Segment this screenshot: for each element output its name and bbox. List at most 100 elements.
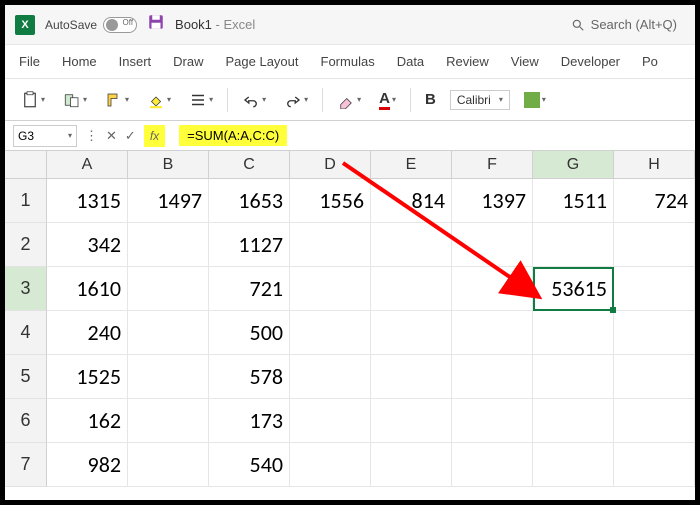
cell-D2[interactable] xyxy=(290,223,371,267)
cell-A6[interactable]: 162 xyxy=(47,399,128,443)
save-icon[interactable] xyxy=(147,13,165,36)
font-color-button[interactable]: A▾ xyxy=(375,88,400,112)
tab-page-layout[interactable]: Page Layout xyxy=(224,48,301,75)
cell-E5[interactable] xyxy=(371,355,452,399)
row-head-5[interactable]: 5 xyxy=(5,355,47,399)
name-box[interactable]: G3▾ xyxy=(13,125,77,147)
row-head-3[interactable]: 3 xyxy=(5,267,47,311)
redo-button[interactable]: ▾ xyxy=(280,89,312,111)
tab-insert[interactable]: Insert xyxy=(117,48,154,75)
cell-E2[interactable] xyxy=(371,223,452,267)
cell-E6[interactable] xyxy=(371,399,452,443)
cell-C6[interactable]: 173 xyxy=(209,399,290,443)
cell-G3[interactable]: 53615 xyxy=(533,267,614,311)
cell-F4[interactable] xyxy=(452,311,533,355)
cell-B1[interactable]: 1497 xyxy=(128,179,209,223)
cell-F3[interactable] xyxy=(452,267,533,311)
tab-data[interactable]: Data xyxy=(395,48,426,75)
cell-D3[interactable] xyxy=(290,267,371,311)
search-box[interactable]: Search (Alt+Q) xyxy=(563,13,685,36)
cell-F1[interactable]: 1397 xyxy=(452,179,533,223)
cell-A3[interactable]: 1610 xyxy=(47,267,128,311)
cell-C3[interactable]: 721 xyxy=(209,267,290,311)
cell-B5[interactable] xyxy=(128,355,209,399)
row-head-2[interactable]: 2 xyxy=(5,223,47,267)
cell-G4[interactable] xyxy=(533,311,614,355)
cell-B7[interactable] xyxy=(128,443,209,487)
cell-H3[interactable] xyxy=(614,267,695,311)
col-head-C[interactable]: C xyxy=(209,151,290,179)
cell-D6[interactable] xyxy=(290,399,371,443)
cell-H1[interactable]: 724 xyxy=(614,179,695,223)
cell-E3[interactable] xyxy=(371,267,452,311)
select-all-corner[interactable] xyxy=(5,151,47,179)
cell-E4[interactable] xyxy=(371,311,452,355)
cell-F7[interactable] xyxy=(452,443,533,487)
tab-file[interactable]: File xyxy=(17,48,42,75)
row-head-7[interactable]: 7 xyxy=(5,443,47,487)
clear-button[interactable]: ▾ xyxy=(333,89,365,111)
tab-draw[interactable]: Draw xyxy=(171,48,205,75)
cell-fill-button[interactable]: ▾ xyxy=(520,90,550,110)
cell-D7[interactable] xyxy=(290,443,371,487)
font-select[interactable]: Calibri▾ xyxy=(450,90,510,110)
cell-H7[interactable] xyxy=(614,443,695,487)
cell-G5[interactable] xyxy=(533,355,614,399)
cell-E7[interactable] xyxy=(371,443,452,487)
cell-D1[interactable]: 1556 xyxy=(290,179,371,223)
cancel-formula-icon[interactable]: ✕ xyxy=(106,128,117,144)
format-painter-button[interactable]: ▾ xyxy=(101,89,133,111)
tab-developer[interactable]: Developer xyxy=(559,48,622,75)
col-head-E[interactable]: E xyxy=(371,151,452,179)
cell-A5[interactable]: 1525 xyxy=(47,355,128,399)
formula-bar[interactable]: =SUM(A:A,C:C) xyxy=(173,125,695,146)
cell-H5[interactable] xyxy=(614,355,695,399)
col-head-H[interactable]: H xyxy=(614,151,695,179)
tab-po[interactable]: Po xyxy=(640,48,660,75)
paste-button[interactable]: ▾ xyxy=(59,89,91,111)
cell-B6[interactable] xyxy=(128,399,209,443)
col-head-B[interactable]: B xyxy=(128,151,209,179)
row-head-6[interactable]: 6 xyxy=(5,399,47,443)
cell-H2[interactable] xyxy=(614,223,695,267)
cell-E1[interactable]: 814 xyxy=(371,179,452,223)
tab-review[interactable]: Review xyxy=(444,48,491,75)
fx-icon[interactable]: fx xyxy=(144,125,165,147)
cell-B2[interactable] xyxy=(128,223,209,267)
bold-button[interactable]: B xyxy=(421,89,440,110)
cell-A7[interactable]: 982 xyxy=(47,443,128,487)
align-button[interactable]: ▾ xyxy=(185,89,217,111)
col-head-D[interactable]: D xyxy=(290,151,371,179)
row-head-4[interactable]: 4 xyxy=(5,311,47,355)
cell-G7[interactable] xyxy=(533,443,614,487)
clipboard-button[interactable]: ▾ xyxy=(17,89,49,111)
accept-formula-icon[interactable]: ✓ xyxy=(125,128,136,144)
cell-A1[interactable]: 1315 xyxy=(47,179,128,223)
cell-F6[interactable] xyxy=(452,399,533,443)
cell-F2[interactable] xyxy=(452,223,533,267)
tab-view[interactable]: View xyxy=(509,48,541,75)
cell-G2[interactable] xyxy=(533,223,614,267)
col-head-G[interactable]: G xyxy=(533,151,614,179)
cell-D5[interactable] xyxy=(290,355,371,399)
namebox-expand-icon[interactable]: ⋮ xyxy=(85,128,98,144)
undo-button[interactable]: ▾ xyxy=(238,89,270,111)
cell-H4[interactable] xyxy=(614,311,695,355)
tab-home[interactable]: Home xyxy=(60,48,99,75)
cell-C1[interactable]: 1653 xyxy=(209,179,290,223)
cell-C5[interactable]: 578 xyxy=(209,355,290,399)
cell-D4[interactable] xyxy=(290,311,371,355)
cell-F5[interactable] xyxy=(452,355,533,399)
cell-H6[interactable] xyxy=(614,399,695,443)
cell-G1[interactable]: 1511 xyxy=(533,179,614,223)
cell-A2[interactable]: 342 xyxy=(47,223,128,267)
cell-C4[interactable]: 500 xyxy=(209,311,290,355)
cell-C2[interactable]: 1127 xyxy=(209,223,290,267)
fill-color-button[interactable]: ▾ xyxy=(143,89,175,111)
col-head-A[interactable]: A xyxy=(47,151,128,179)
row-head-1[interactable]: 1 xyxy=(5,179,47,223)
cell-G6[interactable] xyxy=(533,399,614,443)
cell-B3[interactable] xyxy=(128,267,209,311)
tab-formulas[interactable]: Formulas xyxy=(319,48,377,75)
toggle-switch[interactable]: Off xyxy=(103,17,137,33)
